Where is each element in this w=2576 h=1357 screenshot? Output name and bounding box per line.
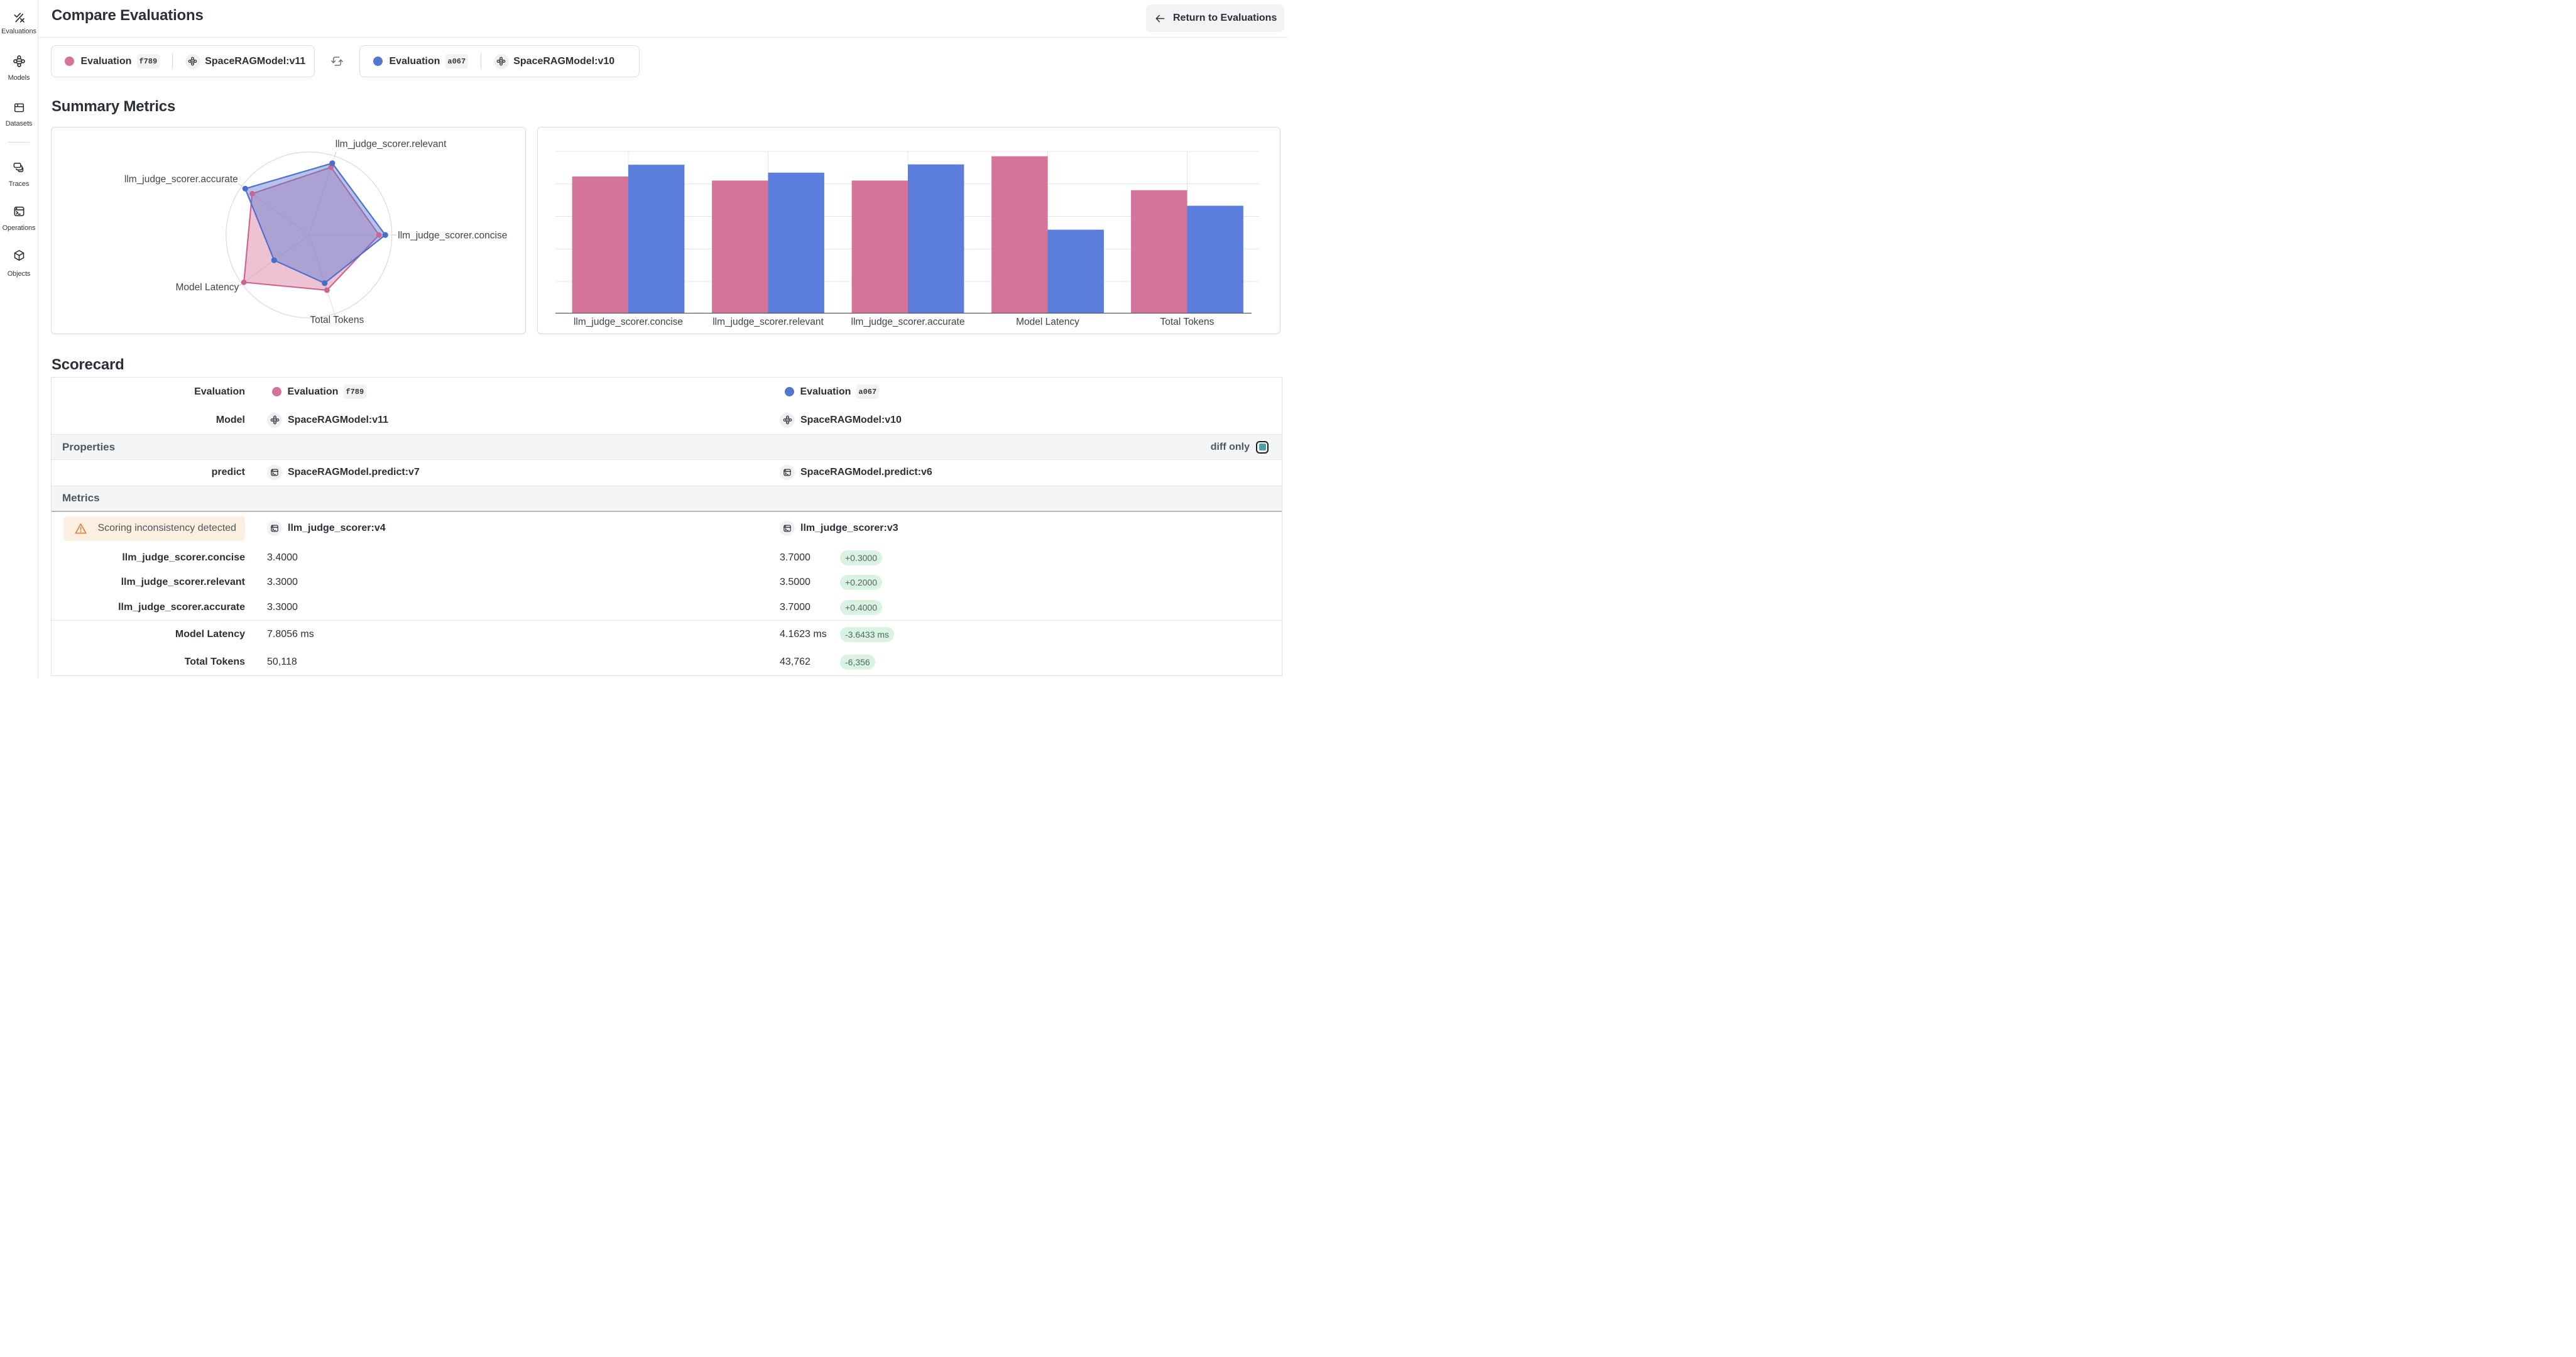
svg-text:llm_judge_scorer.accurate: llm_judge_scorer.accurate: [124, 174, 238, 185]
svg-text:Model Latency: Model Latency: [1016, 317, 1079, 327]
svg-text:Model Latency: Model Latency: [175, 282, 239, 293]
svg-text:llm_judge_scorer.concise: llm_judge_scorer.concise: [398, 231, 507, 241]
svg-text:llm_judge_scorer.relevant: llm_judge_scorer.relevant: [335, 139, 446, 150]
svg-text:llm_judge_scorer.relevant: llm_judge_scorer.relevant: [712, 317, 824, 327]
svg-text:Total Tokens: Total Tokens: [310, 315, 364, 325]
svg-text:llm_judge_scorer.accurate: llm_judge_scorer.accurate: [851, 317, 965, 327]
svg-text:Total Tokens: Total Tokens: [1160, 317, 1214, 327]
svg-text:llm_judge_scorer.concise: llm_judge_scorer.concise: [574, 317, 683, 327]
